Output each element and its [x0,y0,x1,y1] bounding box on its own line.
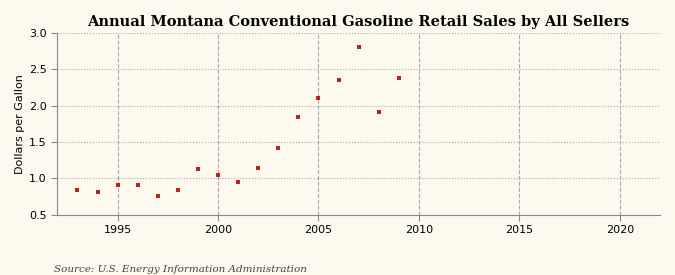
Y-axis label: Dollars per Gallon: Dollars per Gallon [15,74,25,174]
Title: Annual Montana Conventional Gasoline Retail Sales by All Sellers: Annual Montana Conventional Gasoline Ret… [88,15,630,29]
Text: Source: U.S. Energy Information Administration: Source: U.S. Energy Information Administ… [54,265,307,274]
